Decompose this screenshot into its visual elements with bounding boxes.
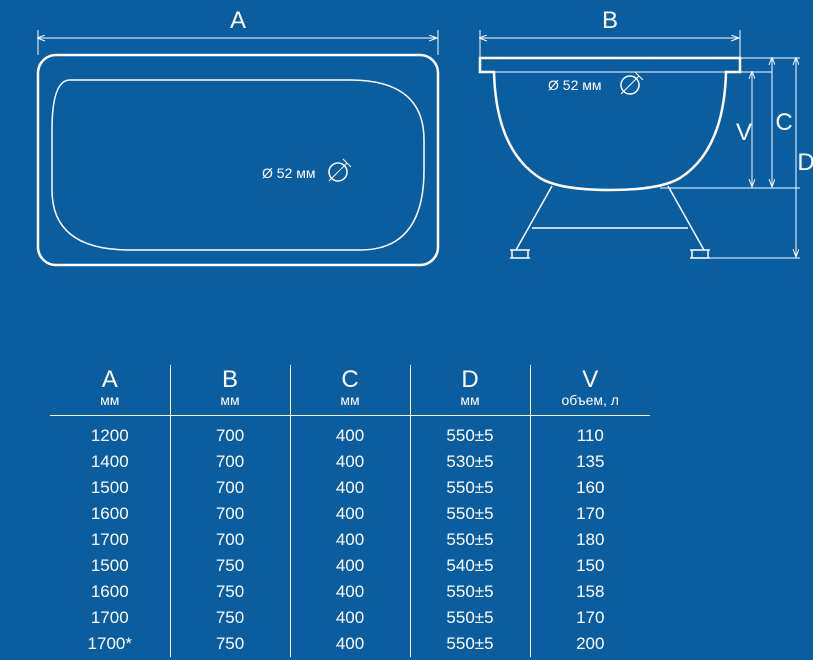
tub-inner-basin (52, 80, 424, 250)
table-row: 1700750400550±5170 (50, 605, 650, 631)
table-cell: 550±5 (410, 631, 530, 657)
table-cell: 1700* (50, 631, 170, 657)
table-header-row: A мм B мм C мм D мм V объем, л (50, 365, 650, 415)
dim-B-label: B (602, 7, 618, 34)
table-row: 1700*750400550±5200 (50, 631, 650, 657)
table-cell: 1600 (50, 579, 170, 605)
table-cell: 550±5 (410, 605, 530, 631)
dimension-diagrams: A Ø 52 мм B (0, 0, 813, 310)
table-cell: 158 (530, 579, 650, 605)
col-D-letter: D (411, 367, 530, 393)
table-cell: 1500 (50, 475, 170, 501)
drain-label-side: Ø 52 мм (548, 77, 602, 93)
dim-C-label: C (775, 109, 792, 136)
table-cell: 400 (290, 449, 410, 475)
col-A-letter: A (50, 367, 170, 393)
tub-outer-rect (38, 55, 438, 265)
drain-side: Ø 52 мм (548, 72, 643, 94)
table-cell: 550±5 (410, 501, 530, 527)
tub-legs (510, 186, 710, 258)
table-cell: 750 (170, 579, 290, 605)
table-cell: 750 (170, 631, 290, 657)
table-cell: 170 (530, 605, 650, 631)
table-cell: 750 (170, 553, 290, 579)
table-cell: 550±5 (410, 415, 530, 449)
table-cell: 400 (290, 415, 410, 449)
table-cell: 550±5 (410, 527, 530, 553)
col-A-header: A мм (50, 365, 170, 415)
table-cell: 700 (170, 475, 290, 501)
dim-D-label: D (797, 149, 813, 176)
table-row: 1500700400550±5160 (50, 475, 650, 501)
table-cell: 110 (530, 415, 650, 449)
table-cell: 150 (530, 553, 650, 579)
table-cell: 400 (290, 475, 410, 501)
col-A-unit: мм (50, 393, 170, 414)
table-row: 1600750400550±5158 (50, 579, 650, 605)
table-cell: 1600 (50, 501, 170, 527)
tub-side-outline (480, 58, 740, 190)
col-C-letter: C (291, 367, 410, 393)
table-cell: 400 (290, 605, 410, 631)
table-row: 1700700400550±5180 (50, 527, 650, 553)
table-cell: 135 (530, 449, 650, 475)
table-cell: 170 (530, 501, 650, 527)
table-cell: 700 (170, 415, 290, 449)
table-cell: 200 (530, 631, 650, 657)
col-V-letter: V (531, 367, 651, 393)
table-row: 1600700400550±5170 (50, 501, 650, 527)
dim-A-label: A (230, 7, 246, 34)
table-body: 1200700400550±51101400700400530±51351500… (50, 415, 650, 657)
table-cell: 400 (290, 631, 410, 657)
col-B-unit: мм (171, 393, 290, 414)
col-V-header: V объем, л (530, 365, 650, 415)
table-cell: 400 (290, 553, 410, 579)
table-cell: 1700 (50, 527, 170, 553)
col-C-unit: мм (291, 393, 410, 414)
table-cell: 1700 (50, 605, 170, 631)
drain-top: Ø 52 мм (262, 159, 351, 181)
side-view: B Ø 52 мм (480, 7, 813, 258)
table-cell: 700 (170, 449, 290, 475)
table-cell: 180 (530, 527, 650, 553)
table-cell: 540±5 (410, 553, 530, 579)
col-C-header: C мм (290, 365, 410, 415)
table-cell: 550±5 (410, 475, 530, 501)
col-B-letter: B (171, 367, 290, 393)
table-cell: 550±5 (410, 579, 530, 605)
col-B-header: B мм (170, 365, 290, 415)
col-V-unit: объем, л (531, 393, 651, 414)
table-cell: 700 (170, 501, 290, 527)
table-cell: 530±5 (410, 449, 530, 475)
table-cell: 1200 (50, 415, 170, 449)
table-cell: 700 (170, 527, 290, 553)
table-cell: 400 (290, 527, 410, 553)
table-cell: 400 (290, 579, 410, 605)
table-row: 1400700400530±5135 (50, 449, 650, 475)
col-D-unit: мм (411, 393, 530, 414)
table-cell: 1400 (50, 449, 170, 475)
table-row: 1200700400550±5110 (50, 415, 650, 449)
dim-V-label: V (736, 119, 752, 146)
table-row: 1500750400540±5150 (50, 553, 650, 579)
dimensions-table: A мм B мм C мм D мм V объем, л (50, 365, 650, 657)
table-cell: 400 (290, 501, 410, 527)
drain-label-top: Ø 52 мм (262, 165, 316, 181)
page: A Ø 52 мм B (0, 0, 813, 660)
table-cell: 750 (170, 605, 290, 631)
top-view: A Ø 52 мм (38, 7, 438, 265)
table-cell: 1500 (50, 553, 170, 579)
table-cell: 160 (530, 475, 650, 501)
col-D-header: D мм (410, 365, 530, 415)
